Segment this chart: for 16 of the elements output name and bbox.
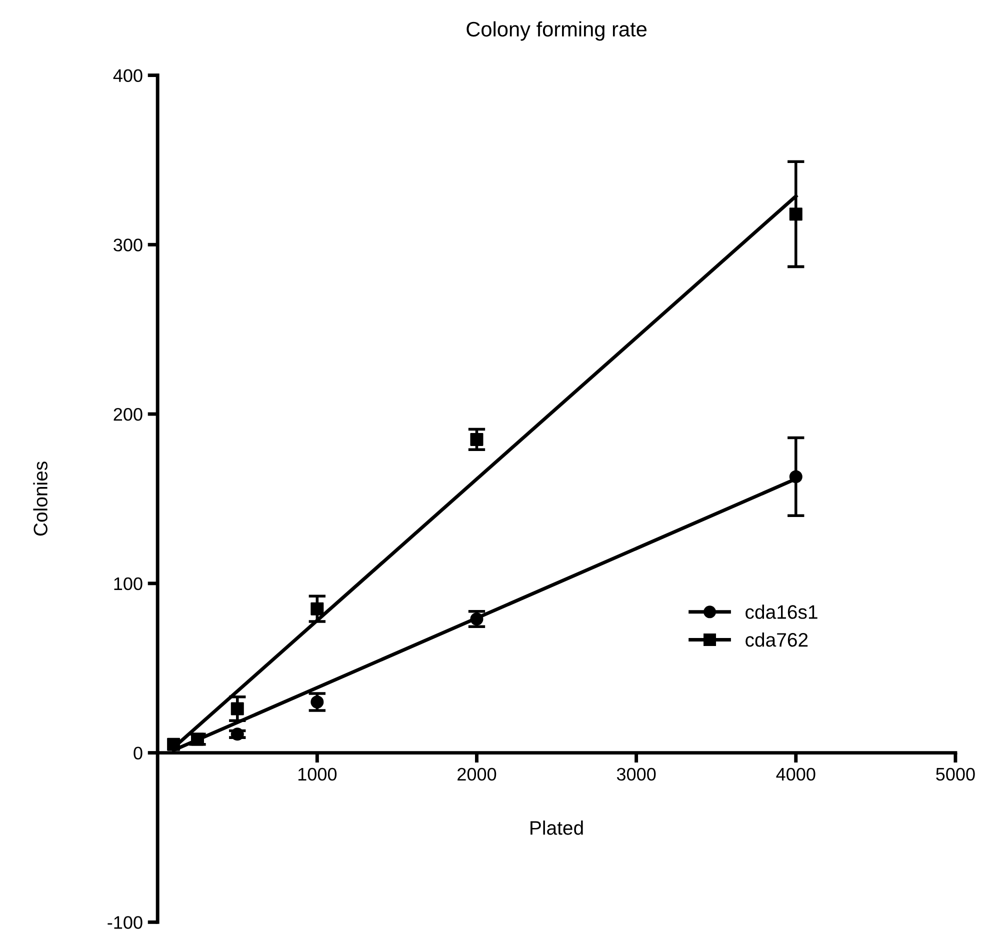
chart-title: Colony forming rate	[466, 21, 646, 41]
x-tick-label: 5000	[936, 768, 975, 781]
y-tick-label: 400	[113, 69, 142, 82]
x-tick-label: 3000	[616, 768, 656, 781]
x-tick-label: 1000	[298, 768, 337, 781]
y-tick-label: 300	[114, 238, 142, 252]
y-tick-label: 0	[134, 746, 142, 760]
y-tick-label: 100	[114, 577, 142, 590]
y-tick-label: -100	[108, 916, 142, 929]
x-axis-title: Plated	[530, 820, 583, 835]
legend-label: cda16s1	[746, 604, 818, 619]
y-tick-label: 200	[114, 408, 142, 421]
y-axis-title: Colonies	[33, 462, 48, 536]
x-tick-label: 4000	[776, 768, 816, 781]
x-tick-label: 2000	[458, 768, 496, 781]
legend-label: cda762	[746, 632, 808, 647]
